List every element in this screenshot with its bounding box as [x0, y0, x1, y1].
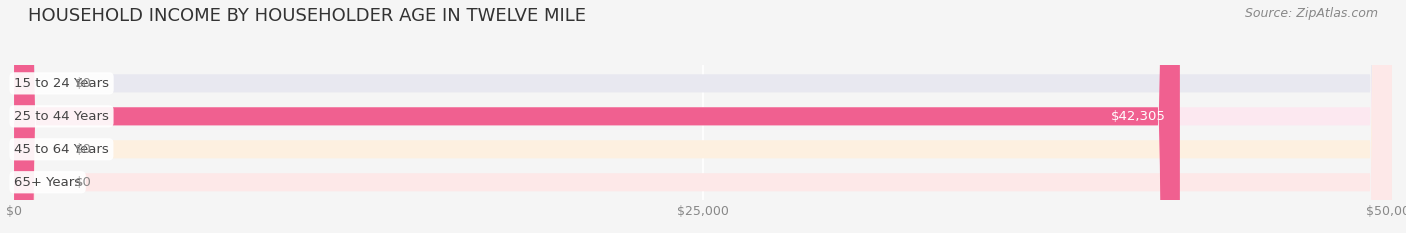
- Text: 15 to 24 Years: 15 to 24 Years: [14, 77, 110, 90]
- Text: $0: $0: [75, 143, 91, 156]
- Text: 65+ Years: 65+ Years: [14, 176, 82, 189]
- FancyBboxPatch shape: [14, 0, 1392, 233]
- Text: HOUSEHOLD INCOME BY HOUSEHOLDER AGE IN TWELVE MILE: HOUSEHOLD INCOME BY HOUSEHOLDER AGE IN T…: [28, 7, 586, 25]
- Text: Source: ZipAtlas.com: Source: ZipAtlas.com: [1244, 7, 1378, 20]
- FancyBboxPatch shape: [14, 0, 1392, 233]
- FancyBboxPatch shape: [14, 0, 1180, 233]
- Text: $0: $0: [75, 77, 91, 90]
- Text: $42,305: $42,305: [1111, 110, 1166, 123]
- Text: 45 to 64 Years: 45 to 64 Years: [14, 143, 108, 156]
- Text: $0: $0: [75, 176, 91, 189]
- Text: 25 to 44 Years: 25 to 44 Years: [14, 110, 108, 123]
- FancyBboxPatch shape: [14, 0, 1392, 233]
- FancyBboxPatch shape: [14, 0, 1392, 233]
